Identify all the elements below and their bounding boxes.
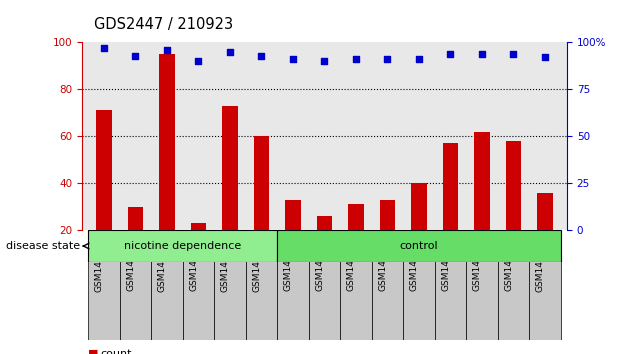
Point (414, 57, 424, 62)
Point (351, 57, 361, 62)
Bar (537, 193, 553, 277)
Point (508, 51, 518, 57)
Point (445, 51, 455, 57)
Bar (88, 230, 277, 262)
Bar (151, 260, 183, 340)
Text: nicotine dependence: nicotine dependence (124, 241, 241, 251)
Text: GSM144125: GSM144125 (379, 237, 387, 291)
Bar (277, 230, 561, 262)
Bar (379, 200, 396, 277)
Bar (443, 143, 459, 277)
Bar (277, 260, 309, 340)
Bar (466, 260, 498, 340)
Bar (222, 106, 238, 277)
Text: count: count (101, 349, 132, 354)
Text: GSM144122: GSM144122 (284, 237, 293, 291)
Bar (96, 110, 112, 277)
Text: disease state: disease state (6, 241, 81, 251)
Text: GSM144132: GSM144132 (127, 237, 135, 291)
Text: ■: ■ (88, 349, 99, 354)
Bar (529, 260, 561, 340)
Bar (340, 260, 372, 340)
Bar (435, 260, 466, 340)
Text: GSM144129: GSM144129 (505, 237, 513, 291)
Point (130, 53, 140, 58)
Bar (372, 260, 403, 340)
Point (319, 58, 329, 64)
Bar (506, 141, 522, 277)
Text: GSM144123: GSM144123 (316, 237, 324, 291)
Bar (214, 260, 246, 340)
Bar (88, 260, 120, 340)
Text: GSM144126: GSM144126 (410, 237, 419, 291)
Bar (411, 183, 427, 277)
Text: GSM144124: GSM144124 (347, 237, 356, 291)
Bar (191, 223, 207, 277)
Text: GSM144128: GSM144128 (473, 237, 482, 291)
Bar (285, 200, 301, 277)
Bar (498, 260, 529, 340)
Bar (159, 54, 175, 277)
Bar (120, 260, 151, 340)
Bar (254, 136, 270, 277)
Bar (246, 260, 277, 340)
Point (382, 57, 392, 62)
Text: GSM144135: GSM144135 (221, 237, 230, 292)
Point (162, 47, 172, 53)
Bar (403, 260, 435, 340)
Text: GSM144127: GSM144127 (442, 237, 450, 291)
Point (225, 49, 235, 55)
Text: GSM144130: GSM144130 (536, 237, 545, 292)
Point (99, 45, 109, 51)
Text: GSM144133: GSM144133 (158, 237, 167, 292)
Point (477, 51, 487, 57)
Text: GSM144131: GSM144131 (95, 237, 104, 292)
Point (193, 58, 203, 64)
Point (256, 53, 266, 58)
Text: GDS2447 / 210923: GDS2447 / 210923 (94, 17, 234, 32)
Bar (317, 216, 333, 277)
Text: control: control (399, 241, 438, 251)
Bar (474, 132, 490, 277)
Bar (183, 260, 214, 340)
Point (540, 55, 550, 60)
Bar (309, 260, 340, 340)
Bar (127, 207, 144, 277)
Text: GSM144134: GSM144134 (190, 237, 198, 291)
Text: GSM144136: GSM144136 (253, 237, 261, 292)
Bar (348, 204, 364, 277)
Point (288, 57, 298, 62)
